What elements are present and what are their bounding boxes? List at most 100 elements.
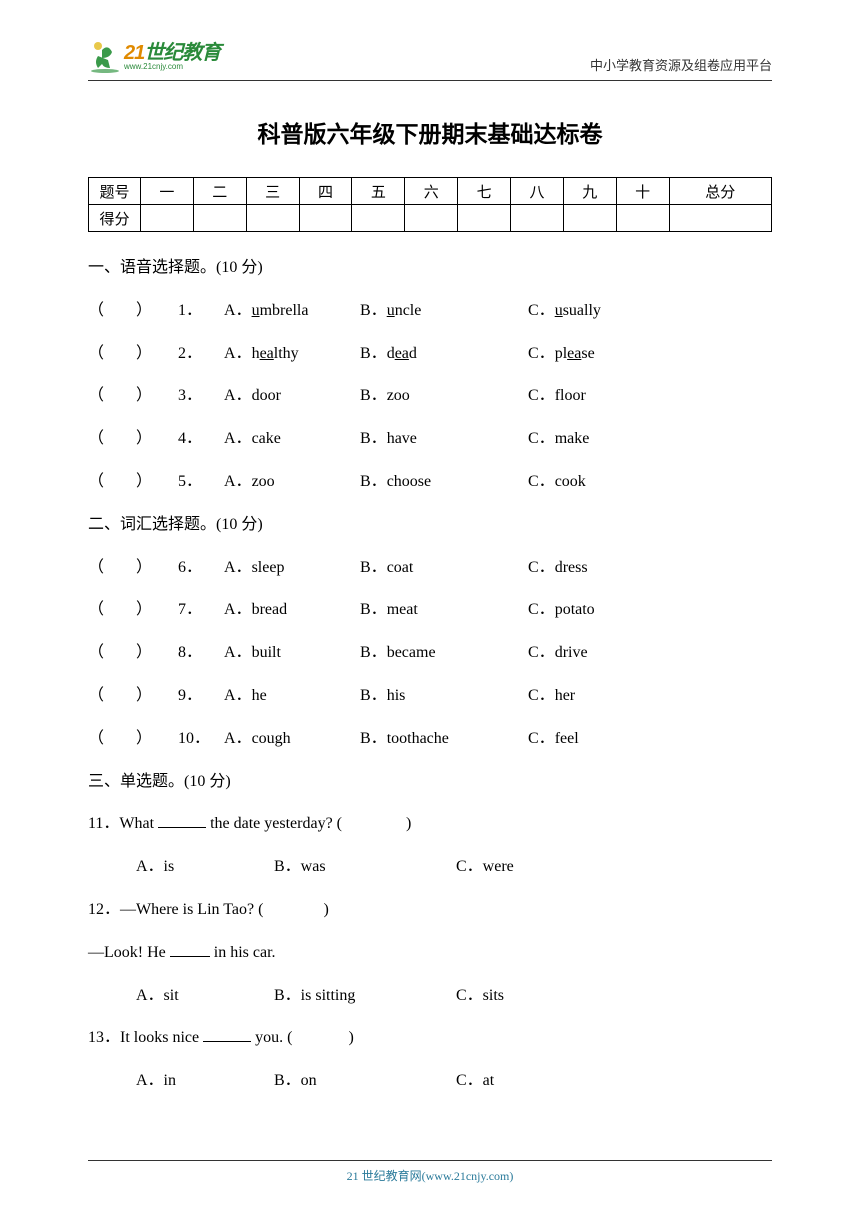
option-a: A．umbrella xyxy=(224,299,360,324)
table-row: 题号 一 二 三 四 五 六 七 八 九 十 总分 xyxy=(89,178,772,205)
option-a: A．he xyxy=(224,684,360,709)
option-c: C．make xyxy=(528,427,589,452)
content: 一、语音选择题。(10 分) （ ） 1． A．umbrella B．uncle… xyxy=(88,256,772,1094)
question-row: （ ） 1． A．umbrella B．uncle C．usually xyxy=(88,299,772,324)
option-b: B．coat xyxy=(360,556,528,581)
th: 题号 xyxy=(89,178,141,205)
th: 六 xyxy=(405,178,458,205)
th: 总分 xyxy=(669,178,771,205)
q-num: 7． xyxy=(178,598,224,623)
td xyxy=(193,205,246,232)
option-b: B．dead xyxy=(360,342,528,367)
footer: 21 世纪教育网(www.21cnjy.com) xyxy=(88,1160,772,1184)
answer-blank: （ ） xyxy=(88,641,178,666)
option-c: C．sits xyxy=(456,984,504,1009)
question-row: （ ） 8． A．built B．became C．drive xyxy=(88,641,772,666)
td xyxy=(246,205,299,232)
answer-blank: （ ） xyxy=(88,384,178,409)
question-row: （ ） 6． A．sleep B．coat C．dress xyxy=(88,556,772,581)
answer-blank: （ ） xyxy=(88,470,178,495)
th: 四 xyxy=(299,178,352,205)
question-stem: 11．What the date yesterday? () xyxy=(88,812,772,837)
td xyxy=(405,205,458,232)
option-c: C．cook xyxy=(528,470,586,495)
td xyxy=(458,205,511,232)
th: 二 xyxy=(193,178,246,205)
q-num: 2． xyxy=(178,342,224,367)
th: 九 xyxy=(563,178,616,205)
th: 七 xyxy=(458,178,511,205)
question-stem-line2: —Look! He in his car. xyxy=(88,941,772,966)
question-options: A．is B．was C．were xyxy=(136,855,772,880)
td xyxy=(616,205,669,232)
fill-blank xyxy=(203,1041,251,1042)
option-b: B．zoo xyxy=(360,384,528,409)
logo-text: 21世纪教育 www.21cnjy.com xyxy=(124,43,220,71)
question-row: （ ） 2． A．healthy B．dead C．please xyxy=(88,342,772,367)
option-c: C．drive xyxy=(528,641,588,666)
question-options: A．in B．on C．at xyxy=(136,1069,772,1094)
answer-blank: （ ） xyxy=(88,342,178,367)
option-b: B．toothache xyxy=(360,727,528,752)
option-a: A．door xyxy=(224,384,360,409)
th: 八 xyxy=(511,178,564,205)
answer-blank: （ ） xyxy=(88,427,178,452)
q-num: 1． xyxy=(178,299,224,324)
option-c: C．at xyxy=(456,1069,494,1094)
td xyxy=(669,205,771,232)
q-num: 3． xyxy=(178,384,224,409)
answer-blank: （ ） xyxy=(88,299,178,324)
answer-blank: （ ） xyxy=(88,556,178,581)
fill-blank xyxy=(158,827,206,828)
td xyxy=(511,205,564,232)
q-num: 10． xyxy=(178,727,224,752)
option-b: B．have xyxy=(360,427,528,452)
page-header: 21世纪教育 www.21cnjy.com 中小学教育资源及组卷应用平台 xyxy=(88,40,772,81)
answer-blank: （ ） xyxy=(88,727,178,752)
question-stem: 12．—Where is Lin Tao? () xyxy=(88,898,772,923)
option-c: C．feel xyxy=(528,727,579,752)
option-b: B．his xyxy=(360,684,528,709)
option-b: B．on xyxy=(274,1069,456,1094)
logo-icon xyxy=(88,40,122,74)
option-b: B．uncle xyxy=(360,299,528,324)
answer-blank: （ ） xyxy=(88,684,178,709)
q-num: 4． xyxy=(178,427,224,452)
question-row: （ ） 3． A．door B．zoo C．floor xyxy=(88,384,772,409)
q-num: 9． xyxy=(178,684,224,709)
option-a: A．sleep xyxy=(224,556,360,581)
logo-21: 21 xyxy=(124,42,144,64)
question-row: （ ） 9． A．he B．his C．her xyxy=(88,684,772,709)
option-a: A．cake xyxy=(224,427,360,452)
section-3-head: 三、单选题。(10 分) xyxy=(88,770,772,795)
question-options: A．sit B．is sitting C．sits xyxy=(136,984,772,1009)
q-num: 5． xyxy=(178,470,224,495)
question-row: （ ） 7． A．bread B．meat C．potato xyxy=(88,598,772,623)
option-a: A．bread xyxy=(224,598,360,623)
score-table: 题号 一 二 三 四 五 六 七 八 九 十 总分 得分 xyxy=(88,177,772,232)
td xyxy=(352,205,405,232)
q-num: 8． xyxy=(178,641,224,666)
option-b: B．was xyxy=(274,855,456,880)
logo-url: www.21cnjy.com xyxy=(124,63,220,71)
q-num: 6． xyxy=(178,556,224,581)
option-c: C．floor xyxy=(528,384,586,409)
th: 十 xyxy=(616,178,669,205)
header-right-text: 中小学教育资源及组卷应用平台 xyxy=(590,55,772,74)
option-a: A．built xyxy=(224,641,360,666)
answer-blank: （ ） xyxy=(88,598,178,623)
option-b: B．meat xyxy=(360,598,528,623)
td xyxy=(563,205,616,232)
td xyxy=(141,205,194,232)
option-a: A．is xyxy=(136,855,274,880)
option-a: A．sit xyxy=(136,984,274,1009)
table-row: 得分 xyxy=(89,205,772,232)
question-row: （ ） 5． A．zoo B．choose C．cook xyxy=(88,470,772,495)
option-c: C．dress xyxy=(528,556,588,581)
logo: 21世纪教育 www.21cnjy.com xyxy=(88,40,220,74)
option-b: B．became xyxy=(360,641,528,666)
option-c: C．were xyxy=(456,855,514,880)
option-a: A．cough xyxy=(224,727,360,752)
section-2-head: 二、词汇选择题。(10 分) xyxy=(88,513,772,538)
th: 五 xyxy=(352,178,405,205)
